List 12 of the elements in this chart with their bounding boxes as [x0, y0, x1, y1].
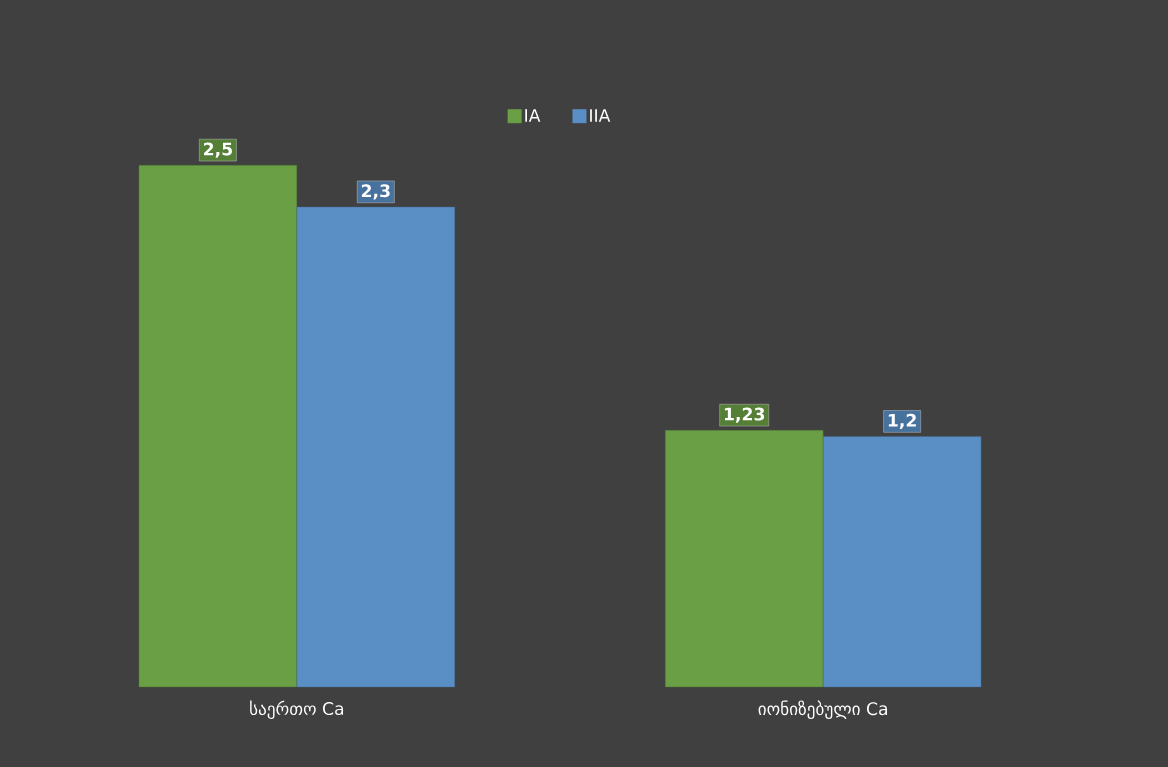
bar [665, 430, 824, 688]
bar [296, 206, 455, 688]
bar [822, 436, 982, 688]
legend-label: IIA [590, 109, 611, 122]
legend-label: IA [525, 109, 541, 122]
data-label: 2,5 [204, 142, 232, 158]
x-tick-label: საერთო Ca [250, 700, 344, 719]
x-tick-label: იონიზებული Ca [758, 700, 888, 720]
bar [138, 165, 298, 688]
data-label: 2,3 [361, 184, 390, 200]
data-label: 1,23 [724, 407, 765, 423]
data-label: 1,2 [888, 413, 916, 430]
